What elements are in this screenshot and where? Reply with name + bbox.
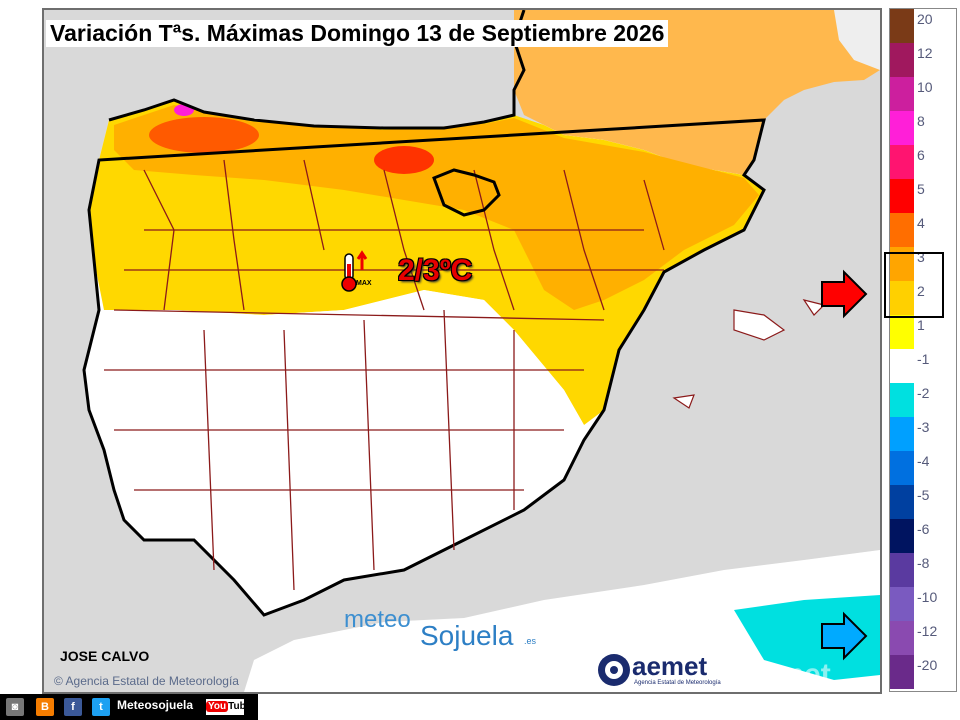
brand-meteo: meteo (344, 606, 411, 633)
legend-label: 2 (917, 283, 925, 299)
legend-highlight-box (884, 252, 944, 318)
aemet-watermark: aemet (744, 658, 831, 691)
africa-land (244, 550, 880, 692)
legend-label: 1 (917, 317, 925, 333)
legend-swatch (890, 9, 914, 43)
color-legend: 20 12 10 8 6 5 4 3 2 1 -1 -2 -3 -4 -5 -6 -8 -10 -12 -20 (889, 8, 957, 692)
legend-label: -1 (917, 351, 930, 367)
province-borders (104, 159, 665, 591)
balearic-islands (672, 299, 826, 409)
instagram-icon[interactable]: ◙ (6, 698, 24, 716)
agency-copyright: © Agencia Estatal de Meteorología (54, 674, 239, 688)
france-land (514, 10, 880, 175)
legend-label: -10 (917, 589, 938, 605)
legend-label: -8 (917, 555, 930, 571)
legend-swatch (890, 451, 914, 485)
legend-swatch (890, 621, 914, 655)
youtube-tube: Tube (228, 701, 252, 712)
legend-swatch (890, 383, 914, 417)
legend-label: -3 (917, 419, 930, 435)
thermometer-label: MAX (356, 280, 372, 287)
legend-label: 6 (917, 147, 925, 163)
legend-swatch (890, 145, 914, 179)
youtube-icon[interactable]: You Tube (206, 699, 251, 715)
legend-swatch (890, 315, 914, 349)
facebook-icon[interactable]: f (64, 698, 82, 716)
legend-swatch (890, 587, 914, 621)
anomaly-label: 2/3ºC (398, 254, 473, 287)
legend-label: 8 (917, 113, 925, 129)
anomaly-red-north (149, 117, 259, 153)
blue-arrow-icon (821, 611, 868, 661)
legend-swatch (890, 43, 914, 77)
legend-swatch (890, 519, 914, 553)
copyright-icon: © (54, 674, 66, 688)
legend-swatch (890, 77, 914, 111)
twitter-icon[interactable]: t (92, 698, 110, 716)
legend-swatch (890, 281, 914, 315)
legend-label: 3 (917, 249, 925, 265)
italy-land (834, 10, 880, 70)
legend-label: 5 (917, 181, 925, 197)
legend-label: 12 (917, 45, 933, 61)
legend-label: -2 (917, 385, 930, 401)
brand-tld: .es (524, 636, 537, 646)
aemet-name: aemet (632, 651, 708, 681)
legend-label: 20 (917, 11, 933, 27)
legend-label: -20 (917, 657, 938, 673)
legend-swatch (890, 553, 914, 587)
aemet-logo-icon (598, 654, 630, 686)
legend-swatch (890, 213, 914, 247)
brand-sojuela: Sojuela (420, 620, 514, 651)
anomaly-orange (114, 105, 759, 310)
aemet-subtitle: Agencia Estatal de Meteorología (634, 680, 721, 686)
youtube-label: You (206, 701, 229, 712)
footer-label[interactable]: Meteosojuela (117, 698, 194, 712)
legend-swatch (890, 349, 914, 383)
author: JOSE CALVO (60, 648, 150, 664)
legend-swatch (890, 485, 914, 519)
blogger-icon[interactable]: B (36, 698, 54, 716)
map-frame: Variación Tªs. Máximas Domingo 13 de Sep… (42, 8, 882, 694)
legend-label: -6 (917, 521, 930, 537)
thermometer-up-icon (341, 250, 368, 292)
legend-label: -4 (917, 453, 930, 469)
anomaly-red-center (374, 146, 434, 174)
neutral-south (84, 290, 584, 615)
legend-swatch (890, 111, 914, 145)
coastline (82, 10, 766, 617)
iberia-map (82, 10, 880, 692)
legend-label: -5 (917, 487, 930, 503)
legend-label: 4 (917, 215, 925, 231)
map-title: Variación Tªs. Máximas Domingo 13 de Sep… (46, 20, 669, 47)
red-arrow-icon (821, 269, 868, 319)
legend-swatch (890, 655, 914, 689)
legend-label: -12 (917, 623, 938, 639)
la-rioja-outline (432, 168, 501, 217)
legend-label: 10 (917, 79, 933, 95)
legend-swatch (890, 417, 914, 451)
legend-swatch (890, 179, 914, 213)
agency-copyright-text: Agencia Estatal de Meteorología (65, 674, 239, 688)
